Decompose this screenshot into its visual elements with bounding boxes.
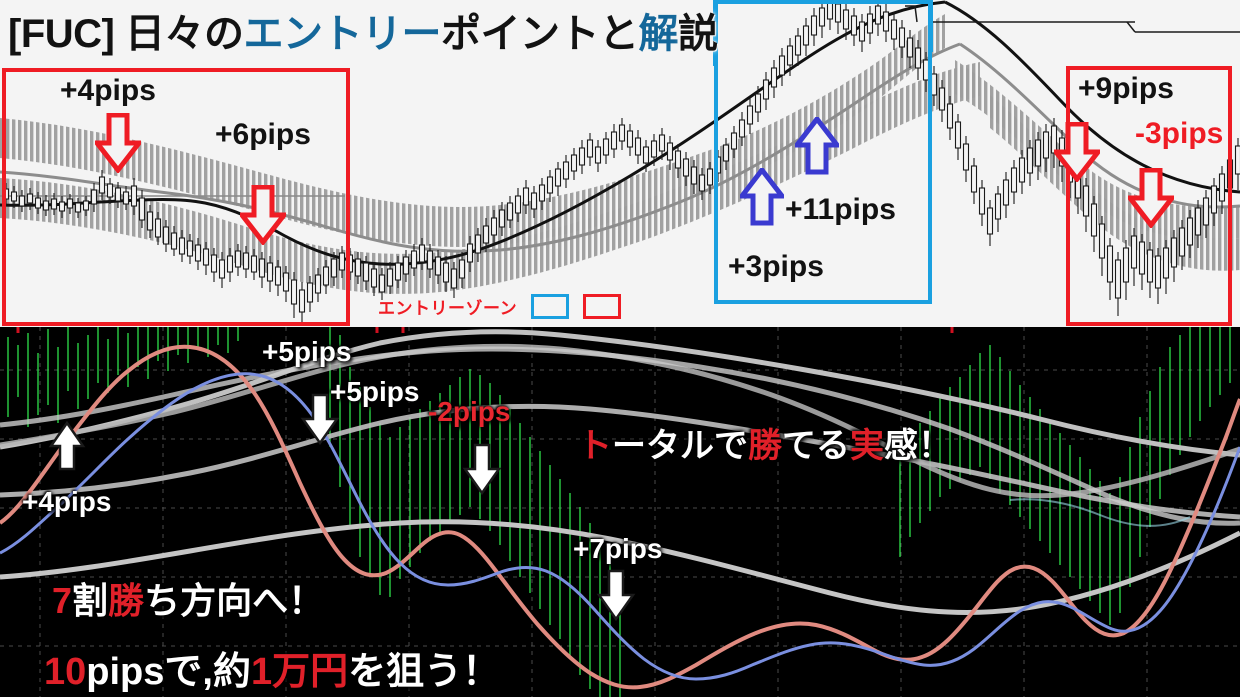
- slow-line-blue: [0, 372, 1240, 681]
- ma-line-gray: [0, 42, 961, 253]
- entry-band-right-lower: [990, 95, 1240, 271]
- page-title: [FUC] 日々のエントリーポイントと解説: [8, 8, 718, 60]
- pip-label-plus4-top: +4pips: [60, 74, 156, 107]
- pip-label-plus7-bot: +7pips: [573, 533, 663, 564]
- overlay-line-cyan: [1009, 498, 1191, 527]
- pip-label-minus2-bot: -2pips: [428, 396, 511, 427]
- arrow-up-blue-1: [740, 168, 784, 226]
- entry-band-lower: [0, 62, 980, 294]
- title-seg-1: エントリー: [243, 12, 441, 56]
- title-seg-0: [FUC] 日々の: [8, 12, 244, 56]
- chart-grid: [0, 327, 1240, 697]
- headline-7wari: 7割勝ち方向へ！: [52, 572, 324, 624]
- ma-line-upper: [0, 329, 1240, 458]
- header-blue-rule-left: [713, 0, 718, 66]
- title-seg-4: 説: [677, 12, 718, 56]
- price-level-step: [905, 5, 918, 23]
- headline-total-seg-1: ータルで: [612, 427, 748, 465]
- arrow-up-blue-2: [795, 117, 839, 175]
- blue-zone-swatch: [531, 294, 570, 319]
- headline-10pips-seg-2: 1万円: [250, 651, 349, 693]
- ma-line-black: [0, 0, 946, 266]
- headline-10pips-seg-1: pipsで,約: [86, 651, 251, 693]
- headline-total-seg-4: 実: [850, 427, 884, 465]
- pip-label-plus9-top: +9pips: [1078, 72, 1174, 105]
- top-chart-graphics: [0, 0, 1240, 327]
- pip-label-plus5-bot-2: +5pips: [330, 376, 420, 407]
- headline-total-seg-3: てる: [782, 427, 850, 465]
- header-blue-rule-right: [928, 0, 933, 52]
- entry-zone-box-right[interactable]: [1066, 66, 1232, 326]
- ma-line-lower: [0, 519, 1240, 615]
- pip-label-plus11-top: +11pips: [785, 193, 896, 226]
- arrow-down-red-1: [95, 113, 141, 173]
- candlestick-series: [2, 0, 1240, 322]
- legend-label: エントリーゾーン: [378, 299, 518, 318]
- headline-total-seg-5: 感！: [884, 427, 952, 465]
- headline-7wari-seg-3: ち方向へ！: [144, 580, 325, 621]
- arrow-down-red-3: [1054, 122, 1100, 182]
- pip-label-plus6-top: +6pips: [215, 118, 311, 151]
- arrow-down-white-1: [300, 393, 340, 446]
- entry-zone-box-mid[interactable]: [714, 0, 932, 304]
- entry-zone-legend: エントリーゾーン: [378, 294, 622, 319]
- headline-total-seg-0: ト: [578, 427, 612, 465]
- bottom-chart-graphics: [0, 327, 1240, 697]
- headline-7wari-seg-2: 勝: [108, 580, 145, 621]
- headline-10pips-seg-3: を狙う！: [348, 651, 501, 693]
- pip-label-plus4-bot: +4pips: [22, 486, 112, 517]
- headline-7wari-seg-1: 割: [72, 580, 109, 621]
- headline-10pips-seg-0: 10: [44, 651, 87, 693]
- red-zone-swatch: [583, 294, 622, 319]
- headline-total: トータルで勝てる実感！: [578, 418, 952, 467]
- arrow-down-white-2: [462, 443, 502, 496]
- ma-line-black-right: [944, 0, 1240, 194]
- headline-7wari-seg-0: 7: [52, 580, 73, 621]
- pip-label-minus3-top: -3pips: [1135, 117, 1224, 150]
- pip-label-plus5-bot-1: +5pips: [262, 336, 352, 367]
- title-seg-3: 解: [638, 12, 678, 56]
- top-edge-markers: [16, 327, 954, 333]
- bottom-price-chart: [0, 327, 1240, 697]
- pip-label-plus3-top: +3pips: [728, 250, 824, 283]
- arrow-down-red-4: [1128, 168, 1174, 228]
- entry-zone-box-left[interactable]: [2, 68, 350, 326]
- price-level-step2: [1126, 21, 1136, 33]
- title-seg-2: ポイントと: [440, 12, 639, 56]
- arrow-up-white-1: [48, 420, 86, 471]
- ma-line-mid: [0, 403, 1240, 520]
- headline-total-seg-2: 勝: [748, 427, 782, 465]
- top-price-chart: [0, 0, 1240, 327]
- headline-10pips: 10pipsで,約1万円を狙う！: [44, 640, 500, 695]
- arrow-down-red-2: [240, 185, 286, 245]
- arrow-down-white-3: [596, 569, 636, 622]
- fast-line-salmon: [0, 344, 1240, 690]
